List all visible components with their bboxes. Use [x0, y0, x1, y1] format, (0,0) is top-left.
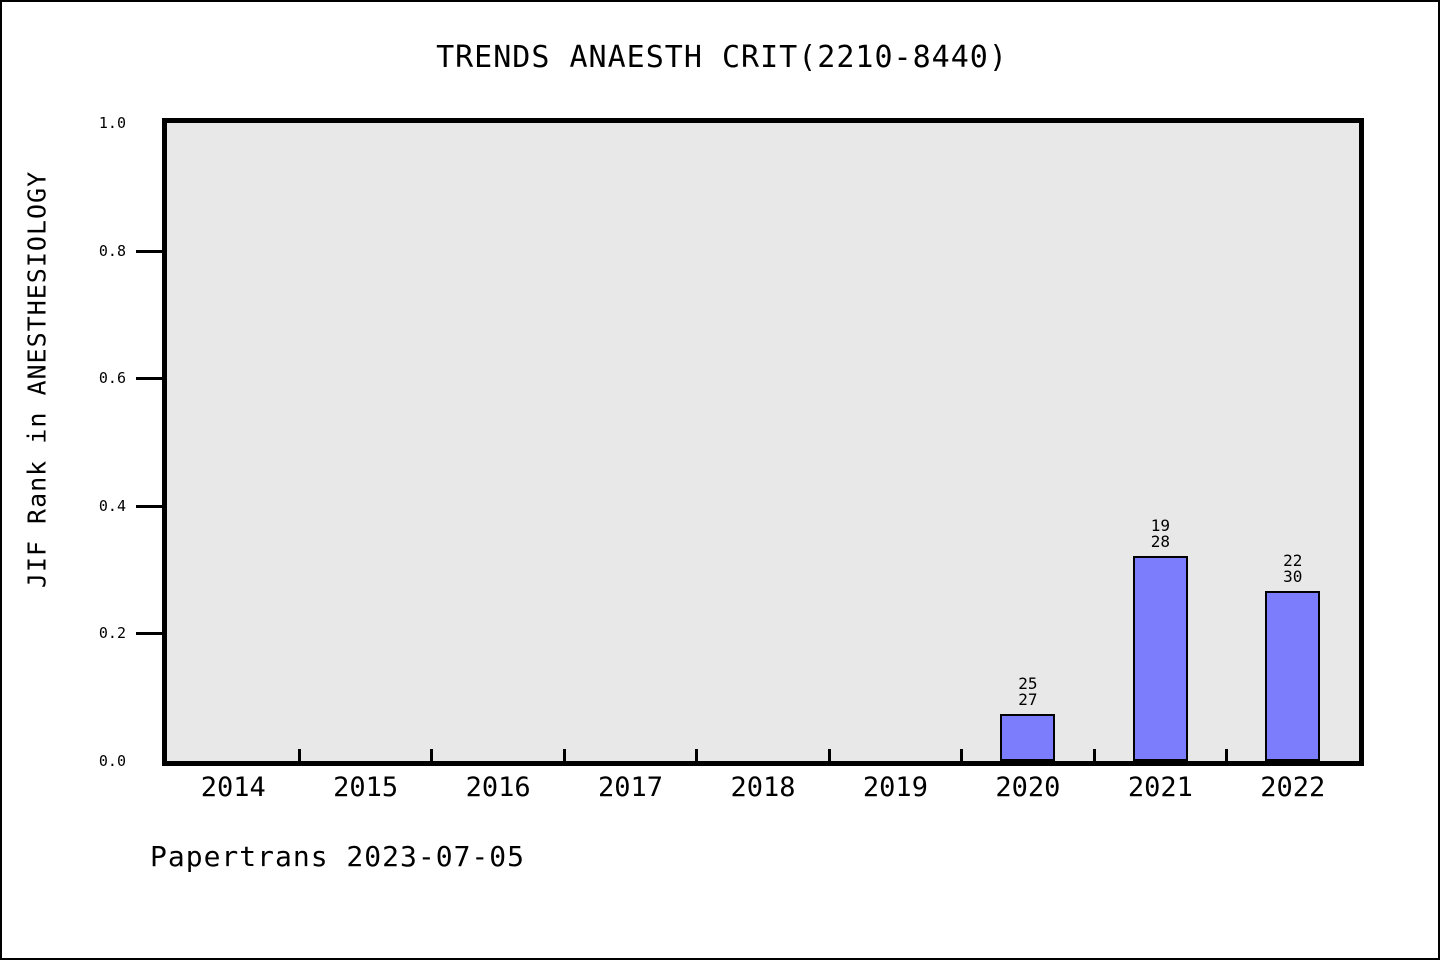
bar[interactable] [1132, 556, 1188, 761]
y-axis-tick-mark [136, 504, 162, 508]
bar-value-total: 27 [1018, 689, 1038, 709]
bar-value-total: 28 [1150, 532, 1170, 552]
x-axis-tick-mark [1225, 749, 1229, 761]
y-axis-tick-label: 0.2 [98, 624, 126, 643]
bar-value-total: 30 [1283, 566, 1303, 586]
x-axis-tick-mark [562, 749, 566, 761]
bar-value-rank: 25 [1018, 673, 1038, 693]
bar-value-label: 22 30 [1233, 550, 1353, 586]
x-axis-tick-label: 2019 [862, 772, 928, 803]
y-axis-tick-label: 1.0 [98, 114, 126, 132]
x-axis-tick-label: 2020 [995, 772, 1061, 803]
bar[interactable] [1265, 590, 1321, 761]
bar[interactable] [1000, 713, 1056, 761]
x-axis-tick-mark [297, 749, 301, 761]
y-axis-tick-label: 0.0 [98, 752, 126, 770]
x-axis-tick-label: 2022 [1260, 772, 1326, 803]
footer-note: Papertrans 2023-07-05 [150, 840, 526, 873]
x-axis-tick-label: 2015 [333, 772, 399, 803]
chart-title: TRENDS ANAESTH CRIT(2210-8440) [436, 40, 1008, 75]
y-axis-label: JIF Rank in ANESTHESIOLOGY [22, 170, 52, 589]
x-axis-tick-mark [827, 749, 831, 761]
x-axis-tick-label: 2017 [598, 772, 664, 803]
y-axis-tick-mark [136, 249, 162, 253]
plot-area [162, 118, 1364, 766]
bar-value-label: 19 28 [1100, 518, 1220, 550]
x-axis-tick-label: 2014 [200, 772, 266, 803]
bar-value-rank: 19 [1150, 516, 1170, 536]
x-axis-tick-mark [430, 749, 434, 761]
bar-value-label: 25 27 [968, 673, 1088, 709]
y-axis-tick-mark [136, 632, 162, 636]
x-axis-tick-label: 2016 [465, 772, 531, 803]
y-axis-tick-label: 0.4 [98, 496, 126, 515]
x-axis-tick-mark [960, 749, 964, 761]
y-axis-tick-label: 0.8 [98, 241, 126, 260]
y-axis-tick-mark [136, 377, 162, 381]
y-axis-tick-label: 0.6 [98, 369, 126, 388]
x-axis-tick-label: 2021 [1127, 772, 1193, 803]
x-axis-tick-label: 2018 [730, 772, 796, 803]
x-axis-tick-mark [1092, 749, 1096, 761]
x-axis-tick-mark [695, 749, 699, 761]
plot-inner [167, 123, 1359, 761]
bar-value-rank: 22 [1283, 550, 1303, 570]
